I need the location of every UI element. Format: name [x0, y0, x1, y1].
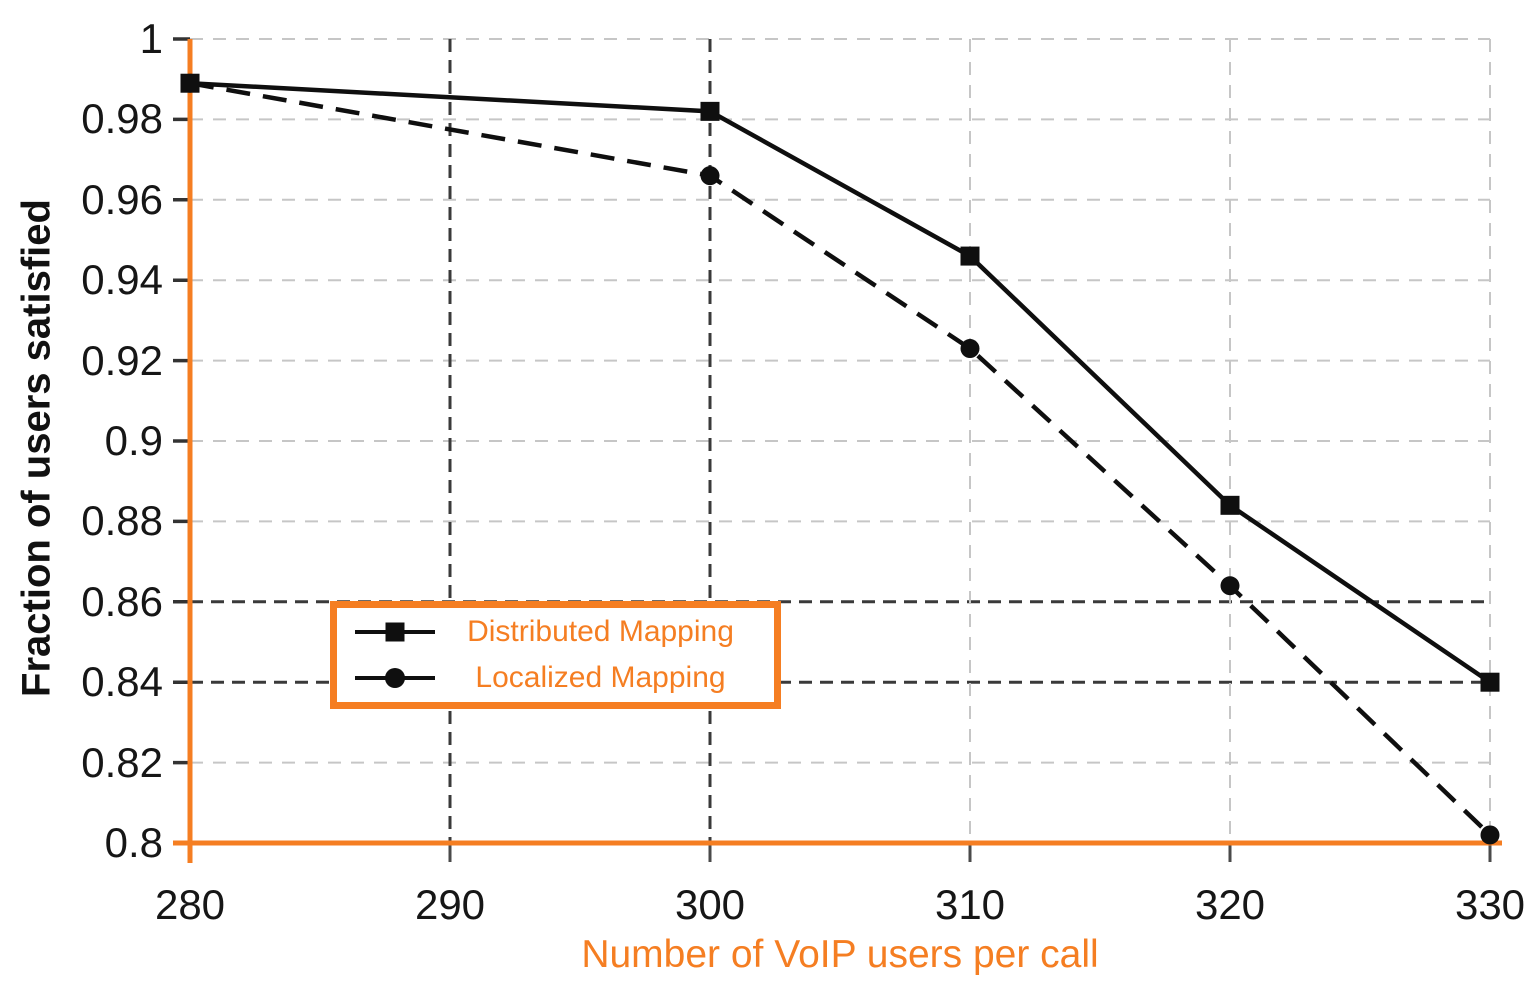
- y-axis-title: Fraction of users satisfied: [14, 199, 59, 697]
- legend-label-distributed-mapping: Distributed Mapping: [467, 614, 734, 648]
- marker-square-x310: [960, 246, 980, 266]
- series-distributed-mapping-markers: [180, 73, 1500, 692]
- x-tick-label-280: 280: [154, 881, 226, 928]
- y-ticks-layer: [173, 37, 190, 765]
- series-distributed-mapping-line: [189, 80, 1492, 685]
- marker-square-x280: [180, 73, 200, 93]
- y-tick-label-0.98: 0.98: [81, 95, 163, 143]
- y-tick-label-0.9: 0.9: [104, 417, 163, 464]
- x-tick-label-310: 310: [934, 881, 1006, 928]
- y-tick-label-0.92: 0.92: [81, 336, 163, 384]
- legend-label-localized-mapping: Localized Mapping: [475, 661, 726, 695]
- legend-circle-marker-icon: [355, 668, 435, 689]
- y-tick-label-0.84: 0.84: [81, 658, 163, 706]
- marker-circle-x330: [1480, 825, 1500, 845]
- y-tick-label-0.86: 0.86: [81, 577, 163, 625]
- marker-circle-x310: [960, 339, 980, 359]
- marker-circle-x300: [700, 166, 720, 186]
- y-tick-label-0.94: 0.94: [81, 256, 163, 304]
- series-localized-mapping-line: [189, 81, 1492, 837]
- y-tick-label-0.8: 0.8: [104, 819, 163, 866]
- series-localized-mapping-markers: [180, 73, 1500, 845]
- x-tick-label-300: 300: [674, 881, 746, 928]
- legend-item-distributed-mapping: Distributed Mapping: [337, 609, 774, 655]
- x-tick-label-320: 320: [1194, 881, 1266, 928]
- marker-square-x330: [1480, 672, 1500, 692]
- gridlines-layer: [190, 38, 1492, 862]
- legend-item-localized-mapping: Localized Mapping: [337, 655, 774, 701]
- y-tick-label-0.88: 0.88: [81, 497, 163, 545]
- x-tick-label-290: 290: [414, 881, 486, 928]
- legend: Distributed Mapping Localized Mapping: [330, 601, 781, 709]
- marker-circle-x320: [1220, 576, 1240, 596]
- x-tick-label-330: 330: [1454, 881, 1526, 928]
- y-tick-label-0.96: 0.96: [81, 175, 163, 223]
- marker-square-x300: [700, 101, 720, 121]
- marker-square-x320: [1220, 495, 1240, 515]
- y-tick-label-0.82: 0.82: [81, 738, 163, 786]
- legend-square-marker-icon: [355, 622, 435, 642]
- x-axis-title: Number of VoIP users per call: [581, 933, 1099, 976]
- y-tick-label-1: 1: [139, 15, 163, 62]
